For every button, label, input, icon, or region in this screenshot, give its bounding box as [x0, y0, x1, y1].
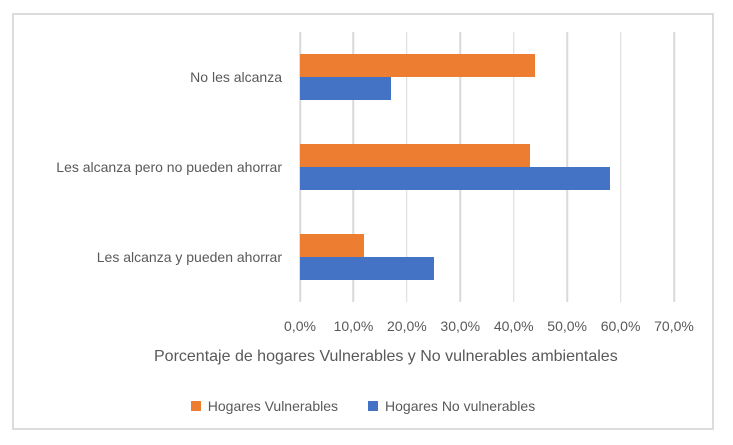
category-band — [300, 212, 674, 302]
x-axis-tick-label: 70,0% — [654, 318, 694, 334]
x-axis-tick-label: 40,0% — [493, 318, 534, 334]
x-axis-ticks: 0,0% 10,0% 20,0% 30,0% 40,0% 50,0% 60,0% 70,0% — [284, 318, 694, 336]
category-band — [300, 122, 674, 212]
x-axis-tick-label: 30,0% — [440, 318, 481, 334]
bar-hogares-vulnerables — [300, 234, 365, 257]
x-axis-tick-label: 10,0% — [333, 318, 374, 334]
x-axis-tick-label: 50,0% — [547, 318, 587, 334]
bar-hogares-vulnerables — [300, 54, 536, 77]
gridline — [673, 32, 675, 302]
category-axis: No les alcanza Les alcanza pero no pueden… — [14, 32, 288, 302]
legend-swatch-icon — [190, 401, 201, 411]
bars-layer — [300, 32, 674, 302]
x-axis-tick-label: 20,0% — [386, 318, 427, 334]
legend-label: Hogares No vulnerables — [385, 398, 536, 414]
legend-item-hogares-no-vulnerables: Hogares No vulnerables — [368, 398, 535, 414]
gridline — [619, 32, 622, 302]
legend-label: Hogares Vulnerables — [207, 398, 339, 414]
legend: Hogares Vulnerables Hogares No vulnerable… — [14, 398, 712, 414]
category-label: Les alcanza y pueden ahorrar — [96, 249, 282, 265]
chart-frame: No les alcanza Les alcanza pero no pueden… — [12, 13, 714, 430]
bar-hogares-no-vulnerables — [300, 77, 391, 100]
category-label: No les alcanza — [190, 69, 282, 85]
x-axis-tick-label: 0,0% — [284, 318, 316, 334]
bar-hogares-no-vulnerables — [300, 167, 610, 190]
category-band — [300, 32, 674, 122]
x-axis-title: Porcentaje de hogares Vulnerables y No v… — [154, 348, 618, 365]
legend-item-hogares-vulnerables: Hogares Vulnerables — [190, 398, 339, 414]
bar-hogares-vulnerables — [300, 144, 530, 167]
category-label: Les alcanza pero no pueden ahorrar — [56, 159, 282, 175]
bar-hogares-no-vulnerables — [300, 257, 434, 280]
plot-area — [299, 32, 675, 302]
legend-swatch-icon — [368, 401, 379, 411]
x-axis-tick-label: 60,0% — [600, 318, 641, 334]
